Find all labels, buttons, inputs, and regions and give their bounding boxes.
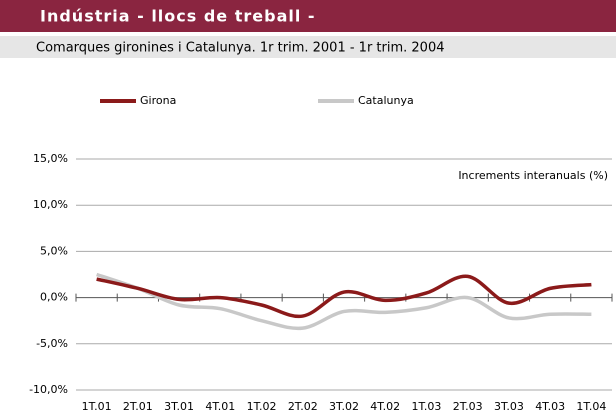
- chart-title: Indústria - llocs de treball -: [40, 7, 316, 26]
- x-tick-label: 1T.02: [247, 400, 277, 413]
- y-tick-label: -5,0%: [36, 337, 68, 350]
- x-tick-label: 3T.01: [164, 400, 194, 413]
- x-tick-label: 3T.02: [329, 400, 359, 413]
- chart-subtitle: Comarques gironines i Catalunya. 1r trim…: [36, 41, 445, 56]
- x-tick-label: 1T.03: [412, 400, 442, 413]
- y-tick-label: 10,0%: [33, 198, 68, 211]
- legend-label: Catalunya: [358, 94, 414, 107]
- series-line: [96, 272, 592, 331]
- title-bar: [0, 0, 616, 32]
- x-tick-label: 4T.01: [205, 400, 235, 413]
- y-tick-label: -10,0%: [29, 383, 68, 396]
- subtitle-bar: [0, 36, 616, 58]
- x-tick-label: 2T.02: [288, 400, 318, 413]
- series-line: [96, 274, 592, 319]
- annotation: Increments interanuals (%): [458, 169, 608, 182]
- x-tick-label: 1T.04: [576, 400, 606, 413]
- x-tick-label: 2T.01: [123, 400, 153, 413]
- x-tick-label: 1T.01: [82, 400, 112, 413]
- x-tick-label: 2T.03: [453, 400, 483, 413]
- legend-label: Girona: [140, 94, 176, 107]
- y-tick-label: 15,0%: [33, 152, 68, 165]
- y-tick-label: 0,0%: [40, 291, 68, 304]
- x-tick-label: 4T.03: [535, 400, 565, 413]
- y-tick-label: 5,0%: [40, 244, 68, 257]
- x-tick-label: 4T.02: [370, 400, 400, 413]
- x-tick-label: 3T.03: [494, 400, 524, 413]
